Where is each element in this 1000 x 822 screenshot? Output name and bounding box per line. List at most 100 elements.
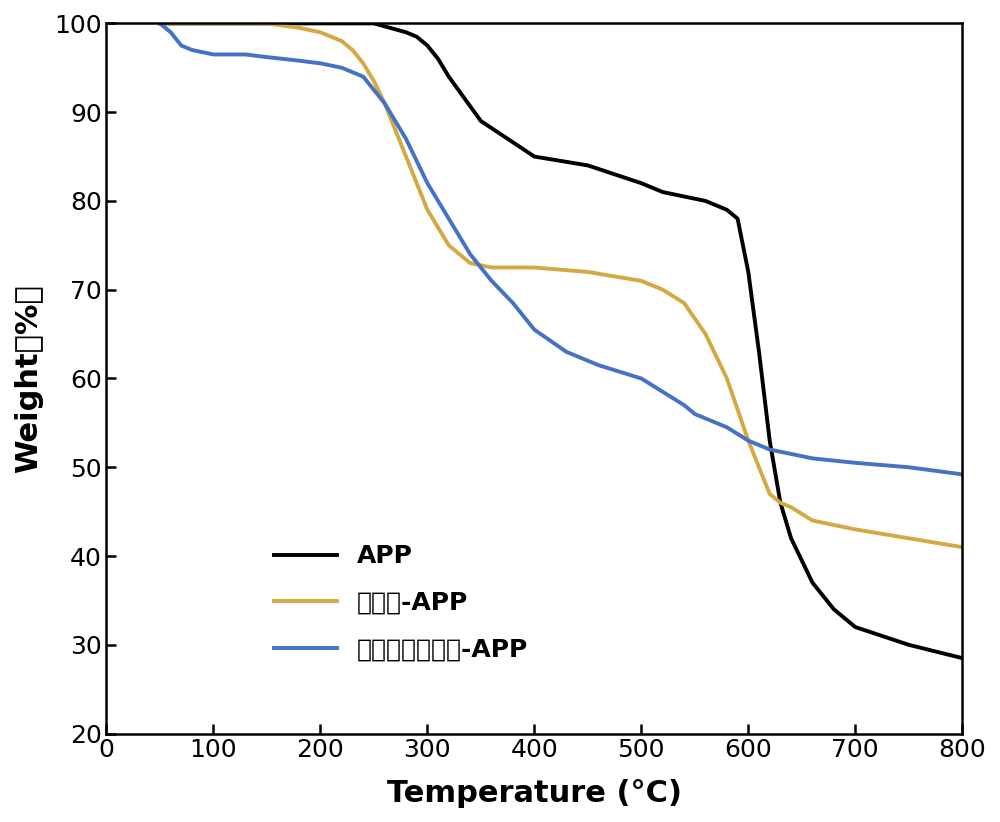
APP	[528, 151, 540, 161]
APP	[785, 533, 797, 543]
木质素离子液体-APP	[314, 58, 326, 68]
Line: 木质素-APP: 木质素-APP	[160, 23, 962, 547]
木质素离子液体-APP	[903, 462, 915, 472]
APP	[261, 18, 273, 28]
木质素-APP	[347, 45, 359, 55]
APP	[678, 192, 690, 201]
木质素-APP	[849, 524, 861, 534]
木质素-APP	[379, 99, 391, 109]
APP	[421, 40, 433, 50]
APP	[657, 187, 669, 197]
木质素离子液体-APP	[678, 400, 690, 410]
APP	[721, 205, 733, 215]
APP	[849, 622, 861, 632]
木质素离子液体-APP	[806, 454, 818, 464]
木质素离子液体-APP	[560, 347, 572, 357]
木质素-APP	[528, 262, 540, 272]
APP	[314, 18, 326, 28]
木质素离子液体-APP	[261, 52, 273, 62]
木质素-APP	[486, 262, 498, 272]
木质素-APP	[903, 533, 915, 543]
木质素-APP	[421, 205, 433, 215]
木质素-APP	[325, 32, 337, 42]
APP	[443, 72, 455, 81]
木质素离子液体-APP	[336, 62, 348, 72]
木质素-APP	[154, 18, 166, 28]
木质素离子液体-APP	[486, 276, 498, 286]
APP	[635, 178, 647, 188]
木质素-APP	[657, 284, 669, 294]
木质素-APP	[443, 240, 455, 250]
木质素离子液体-APP	[240, 49, 252, 59]
木质素离子液体-APP	[764, 445, 776, 455]
木质素-APP	[400, 151, 412, 161]
木质素-APP	[678, 298, 690, 308]
木质素-APP	[635, 276, 647, 286]
Legend: APP, 木质素-APP, 木质素离子液体-APP: APP, 木质素-APP, 木质素离子液体-APP	[264, 534, 538, 672]
APP	[432, 54, 444, 64]
木质素-APP	[785, 502, 797, 512]
木质素离子液体-APP	[689, 409, 701, 419]
木质素-APP	[721, 373, 733, 383]
APP	[700, 196, 712, 206]
木质素-APP	[293, 23, 305, 33]
木质素离子液体-APP	[154, 18, 166, 28]
Y-axis label: Weight（%）: Weight（%）	[14, 284, 43, 473]
木质素-APP	[357, 58, 369, 68]
木质素-APP	[507, 262, 519, 272]
木质素离子液体-APP	[186, 45, 198, 55]
木质素-APP	[774, 498, 786, 508]
木质素离子液体-APP	[464, 249, 476, 259]
木质素离子液体-APP	[742, 436, 754, 446]
木质素离子液体-APP	[710, 418, 722, 427]
木质素-APP	[368, 76, 380, 86]
木质素-APP	[700, 329, 712, 339]
木质素-APP	[464, 258, 476, 268]
木质素离子液体-APP	[357, 72, 369, 81]
APP	[732, 214, 744, 224]
APP	[582, 160, 594, 170]
APP	[154, 18, 166, 28]
木质素-APP	[336, 36, 348, 46]
木质素离子液体-APP	[400, 134, 412, 144]
Line: 木质素离子液体-APP: 木质素离子液体-APP	[160, 23, 962, 474]
木质素离子液体-APP	[207, 49, 219, 59]
木质素离子液体-APP	[443, 214, 455, 224]
APP	[828, 604, 840, 614]
APP	[400, 27, 412, 37]
木质素离子液体-APP	[700, 413, 712, 423]
木质素-APP	[582, 267, 594, 277]
木质素离子液体-APP	[956, 469, 968, 479]
木质素离子液体-APP	[165, 27, 177, 37]
APP	[742, 267, 754, 277]
APP	[903, 640, 915, 649]
APP	[774, 498, 786, 508]
木质素离子液体-APP	[593, 360, 605, 370]
木质素离子液体-APP	[175, 40, 187, 50]
APP	[475, 116, 487, 126]
木质素-APP	[261, 18, 273, 28]
木质素离子液体-APP	[379, 99, 391, 109]
木质素离子液体-APP	[507, 298, 519, 308]
木质素-APP	[956, 543, 968, 552]
Line: APP: APP	[160, 23, 962, 658]
木质素离子液体-APP	[785, 449, 797, 459]
木质素离子液体-APP	[293, 56, 305, 66]
X-axis label: Temperature (°C): Temperature (°C)	[387, 779, 682, 808]
APP	[753, 347, 765, 357]
木质素-APP	[764, 489, 776, 499]
木质素-APP	[314, 27, 326, 37]
木质素-APP	[806, 515, 818, 525]
木质素-APP	[753, 462, 765, 472]
木质素离子液体-APP	[657, 387, 669, 397]
APP	[764, 436, 776, 446]
木质素离子液体-APP	[528, 325, 540, 335]
木质素-APP	[411, 178, 423, 188]
APP	[806, 578, 818, 588]
木质素离子液体-APP	[635, 373, 647, 383]
木质素离子液体-APP	[849, 458, 861, 468]
APP	[207, 18, 219, 28]
木质素-APP	[389, 125, 401, 135]
APP	[956, 653, 968, 663]
木质素离子液体-APP	[721, 423, 733, 432]
